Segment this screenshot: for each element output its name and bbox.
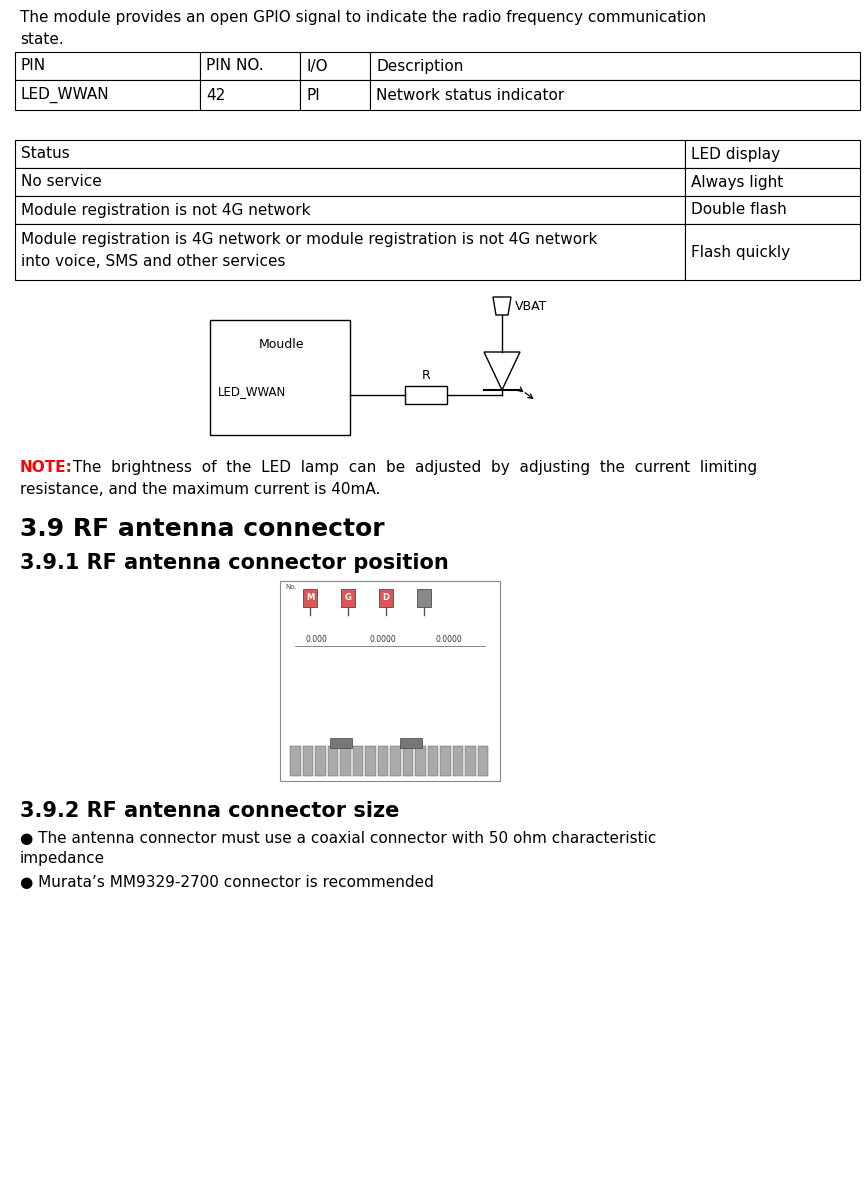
- Bar: [340, 746, 350, 776]
- Text: ● Murata’s MM9329-2700 connector is recommended: ● Murata’s MM9329-2700 connector is reco…: [20, 875, 434, 890]
- Bar: [465, 746, 476, 776]
- Bar: [303, 746, 313, 776]
- Bar: [290, 746, 300, 776]
- Text: D: D: [382, 593, 389, 603]
- Text: Moudle: Moudle: [259, 338, 304, 350]
- Bar: [452, 746, 463, 776]
- Polygon shape: [484, 352, 520, 390]
- Text: Flash quickly: Flash quickly: [691, 244, 790, 260]
- Bar: [390, 746, 400, 776]
- Text: Status: Status: [21, 146, 70, 161]
- Bar: [300, 80, 370, 110]
- Text: 0.0000: 0.0000: [435, 635, 462, 643]
- Bar: [370, 80, 860, 110]
- Text: Module registration is 4G network or module registration is not 4G network
into : Module registration is 4G network or mod…: [21, 232, 598, 269]
- Bar: [341, 588, 355, 608]
- Text: R: R: [421, 370, 431, 382]
- Text: resistance, and the maximum current is 40mA.: resistance, and the maximum current is 4…: [20, 482, 381, 498]
- Bar: [377, 746, 388, 776]
- Text: I/O: I/O: [306, 59, 328, 73]
- Bar: [330, 738, 352, 748]
- Text: LED_WWAN: LED_WWAN: [21, 87, 110, 103]
- Text: 42: 42: [206, 87, 225, 103]
- Bar: [15, 80, 200, 110]
- Bar: [379, 588, 393, 608]
- Bar: [15, 224, 685, 280]
- Text: The  brightness  of  the  LED  lamp  can  be  adjusted  by  adjusting  the  curr: The brightness of the LED lamp can be ad…: [68, 460, 757, 475]
- Bar: [303, 588, 317, 608]
- Polygon shape: [493, 297, 511, 315]
- Bar: [365, 746, 375, 776]
- Bar: [685, 224, 860, 280]
- Text: M: M: [306, 593, 314, 603]
- Text: LED display: LED display: [691, 146, 780, 161]
- Bar: [300, 51, 370, 80]
- Bar: [440, 746, 451, 776]
- Text: NOTE:: NOTE:: [20, 460, 73, 475]
- Text: 3.9.2 RF antenna connector size: 3.9.2 RF antenna connector size: [20, 801, 400, 820]
- Text: No service: No service: [21, 175, 102, 189]
- Text: Double flash: Double flash: [691, 202, 787, 218]
- Bar: [415, 746, 426, 776]
- Text: Module registration is not 4G network: Module registration is not 4G network: [21, 202, 311, 218]
- Bar: [328, 746, 338, 776]
- Text: PI: PI: [306, 87, 320, 103]
- Text: No.: No.: [285, 584, 297, 590]
- Text: 0.0000: 0.0000: [370, 635, 397, 643]
- Text: PIN NO.: PIN NO.: [206, 59, 264, 73]
- Bar: [200, 80, 300, 110]
- Bar: [15, 167, 685, 196]
- Text: PIN: PIN: [21, 59, 46, 73]
- Text: impedance: impedance: [20, 852, 106, 866]
- Bar: [685, 140, 860, 167]
- Bar: [200, 51, 300, 80]
- Bar: [210, 321, 350, 435]
- Bar: [417, 588, 431, 608]
- Bar: [280, 581, 500, 781]
- Text: The module provides an open GPIO signal to indicate the radio frequency communic: The module provides an open GPIO signal …: [20, 10, 706, 25]
- Bar: [15, 196, 685, 224]
- Text: LED_WWAN: LED_WWAN: [218, 385, 286, 398]
- Bar: [15, 51, 200, 80]
- Bar: [370, 51, 860, 80]
- Text: ● The antenna connector must use a coaxial connector with 50 ohm characteristic: ● The antenna connector must use a coaxi…: [20, 831, 657, 846]
- Bar: [400, 738, 422, 748]
- Bar: [315, 746, 325, 776]
- Text: 0.000: 0.000: [305, 635, 327, 643]
- Bar: [685, 167, 860, 196]
- Text: Description: Description: [376, 59, 464, 73]
- Bar: [15, 140, 685, 167]
- Bar: [405, 386, 447, 404]
- Bar: [402, 746, 413, 776]
- Text: G: G: [344, 593, 351, 603]
- Text: 3.9 RF antenna connector: 3.9 RF antenna connector: [20, 517, 385, 541]
- Bar: [477, 746, 488, 776]
- Text: state.: state.: [20, 32, 64, 47]
- Text: Network status indicator: Network status indicator: [376, 87, 564, 103]
- Bar: [685, 196, 860, 224]
- Text: Always light: Always light: [691, 175, 783, 189]
- Text: VBAT: VBAT: [515, 299, 548, 312]
- Bar: [353, 746, 363, 776]
- Bar: [427, 746, 438, 776]
- Text: 3.9.1 RF antenna connector position: 3.9.1 RF antenna connector position: [20, 553, 449, 573]
